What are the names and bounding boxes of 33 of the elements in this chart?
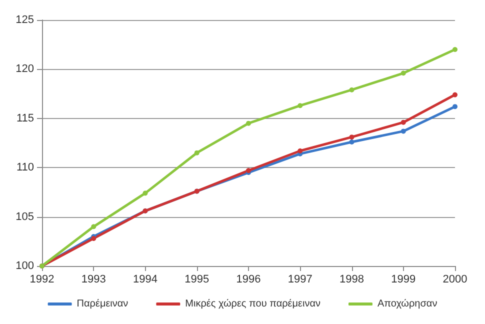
- point: [194, 150, 200, 156]
- x-tick-label: 1998: [340, 274, 364, 286]
- y-tick-label: 100: [16, 260, 34, 272]
- x-tick-label: 1997: [288, 274, 312, 286]
- point: [142, 190, 148, 196]
- y-tick-label: 105: [16, 210, 34, 223]
- x-tick-label: 1995: [184, 274, 210, 286]
- point: [452, 104, 458, 110]
- point: [246, 120, 251, 126]
- x-tick-label: 1999: [391, 274, 416, 286]
- legend-label: Παρέμειναν: [76, 298, 128, 310]
- x-tick-label: 1994: [133, 274, 158, 286]
- x-tick-label: 1992: [30, 274, 54, 286]
- point: [400, 120, 406, 125]
- point: [298, 148, 303, 154]
- point: [349, 134, 354, 140]
- point: [400, 128, 406, 134]
- x-tick-label: 2000: [442, 274, 468, 286]
- legend-label: Αποχώρησαν: [377, 298, 438, 310]
- point: [349, 140, 354, 145]
- point: [91, 224, 96, 230]
- point: [349, 87, 354, 92]
- point: [452, 92, 458, 98]
- y-tick-label: 125: [16, 14, 34, 26]
- legend-label: Μικρές χώρες που παρέμειναν: [185, 298, 320, 310]
- x-tick-label: 1993: [81, 274, 106, 286]
- x-tick-label: 1996: [236, 274, 261, 286]
- y-tick-label: 110: [16, 162, 34, 174]
- point: [298, 103, 303, 108]
- y-tick-label: 120: [16, 63, 34, 76]
- point: [400, 70, 406, 76]
- point: [452, 47, 458, 52]
- y-tick-label: 115: [16, 112, 34, 124]
